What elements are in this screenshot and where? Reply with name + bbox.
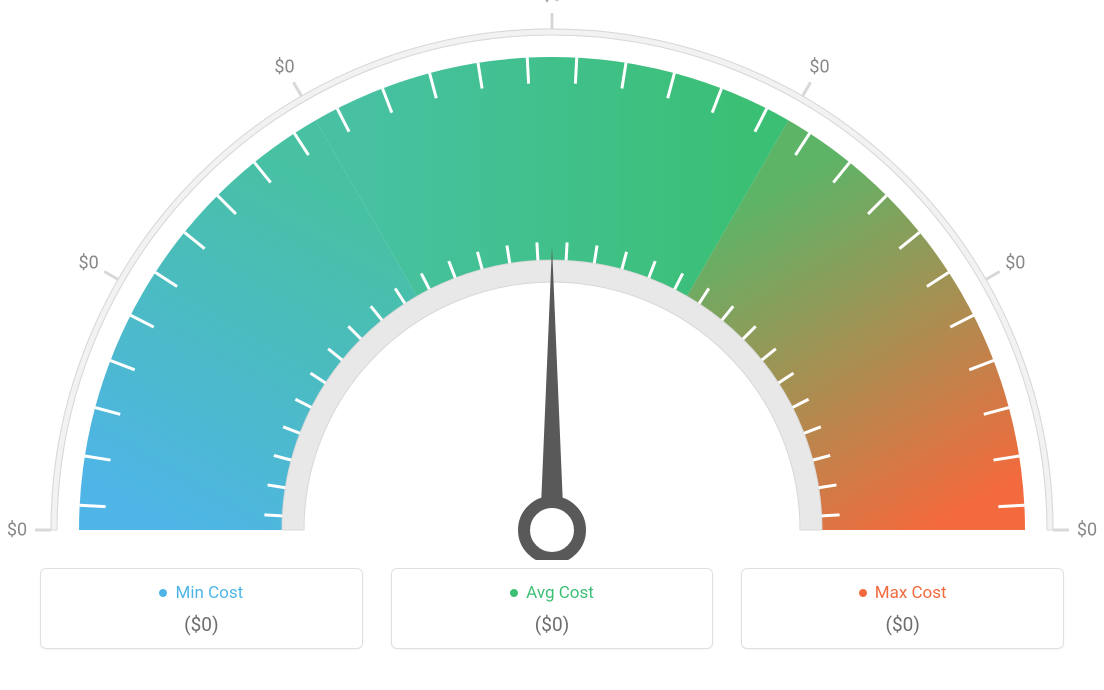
legend-value-avg: ($0) <box>392 613 713 636</box>
gauge-area: $0 $0 $0 $0 $0 $0 $0 <box>0 0 1104 560</box>
legend-label-max: Max Cost <box>875 583 947 603</box>
gauge-tick-label: $0 <box>1077 520 1097 541</box>
legend-title-max: Max Cost <box>742 583 1063 603</box>
gauge-tick-label: $0 <box>809 56 829 77</box>
legend-max-cost: Max Cost ($0) <box>741 568 1064 649</box>
legend-value-max: ($0) <box>742 613 1063 636</box>
legend-title-avg: Avg Cost <box>392 583 713 603</box>
legend-dot-avg <box>510 589 518 597</box>
gauge-tick-label: $0 <box>274 56 294 77</box>
legend-value-min: ($0) <box>41 613 362 636</box>
gauge-tick-label: $0 <box>7 520 27 541</box>
legend-dot-max <box>859 589 867 597</box>
cost-gauge-chart: $0 $0 $0 $0 $0 $0 $0 Min Cost ($0) Avg Cost ($… <box>0 0 1104 690</box>
legend-title-min: Min Cost <box>41 583 362 603</box>
gauge-needle <box>540 246 564 530</box>
legend-label-min: Min Cost <box>175 583 243 603</box>
gauge-tick-label: $0 <box>542 0 562 6</box>
gauge-needle-hub <box>524 502 580 558</box>
legend-avg-cost: Avg Cost ($0) <box>391 568 714 649</box>
legend-label-avg: Avg Cost <box>526 583 594 603</box>
legend-dot-min <box>159 589 167 597</box>
legend-row: Min Cost ($0) Avg Cost ($0) Max Cost ($0… <box>40 568 1064 649</box>
gauge-tick-label: $0 <box>1005 252 1025 273</box>
gauge-svg <box>0 0 1104 560</box>
gauge-tick-label: $0 <box>79 252 99 273</box>
legend-min-cost: Min Cost ($0) <box>40 568 363 649</box>
